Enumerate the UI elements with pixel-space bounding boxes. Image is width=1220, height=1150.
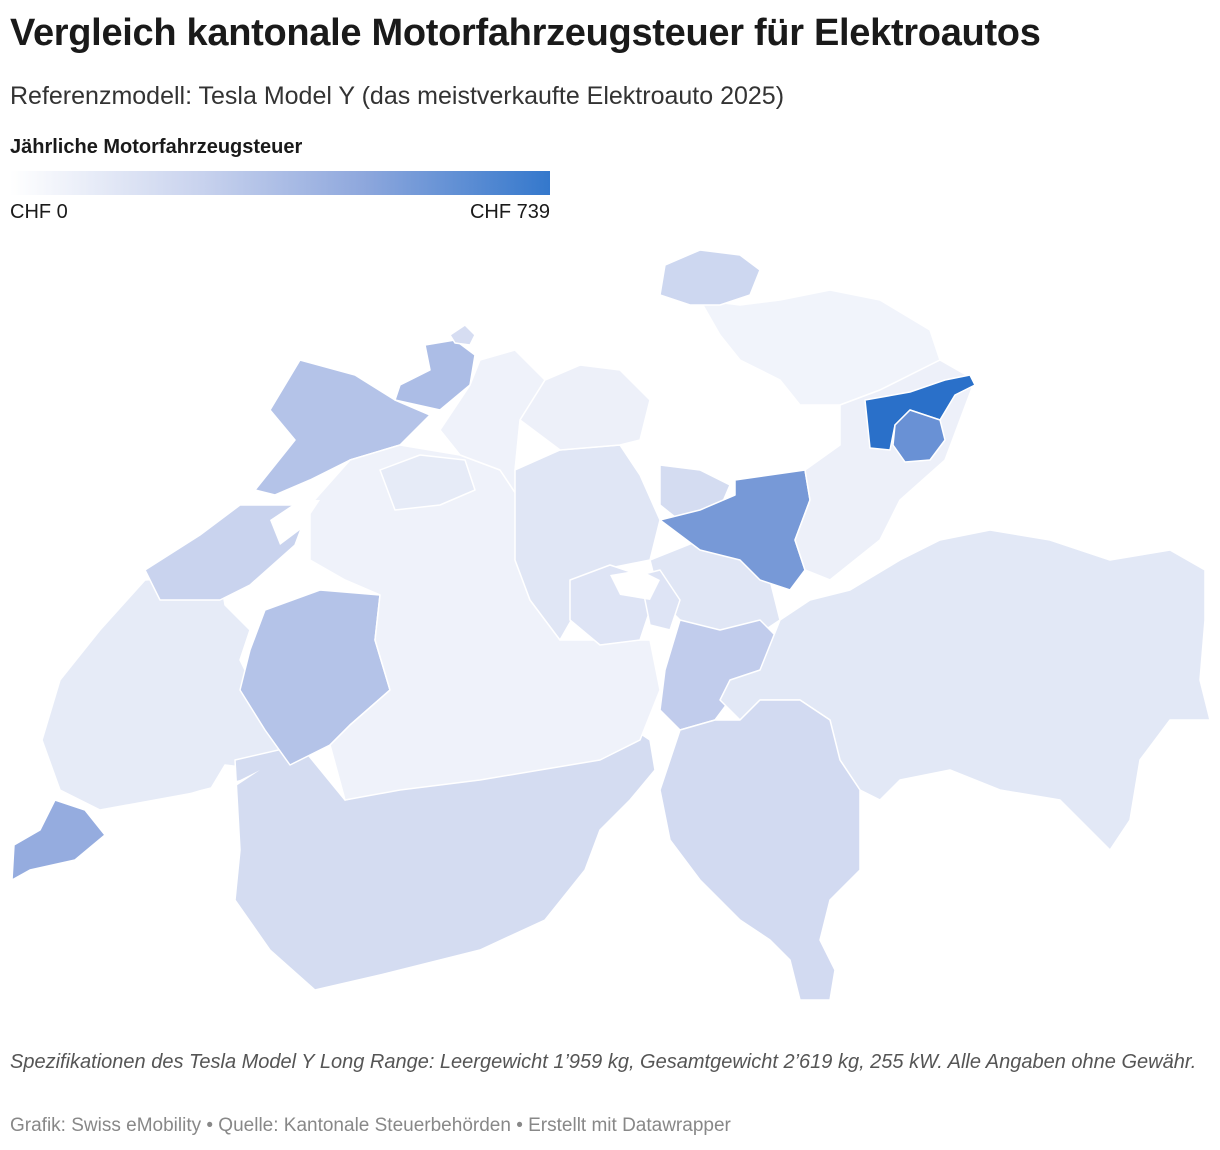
footnote: Spezifikationen des Tesla Model Y Long R… [10,1051,1197,1073]
region[interactable] [864,374,976,451]
chart-title: Vergleich kantonale Motorfahrzeugsteuer … [10,12,1041,54]
switzerland-map [11,249,1211,1001]
region[interactable] [519,364,651,451]
chart-subtitle: Referenzmodell: Tesla Model Y (das meist… [10,82,785,110]
lake [270,500,320,545]
legend-min-label: CHF 0 [10,201,68,223]
region[interactable] [11,799,106,881]
region[interactable] [659,699,861,1001]
region[interactable] [892,409,946,463]
region[interactable] [254,359,431,496]
source-credit: Grafik: Swiss eMobility • Quelle: Kanton… [10,1115,731,1136]
legend-max-label: CHF 739 [469,201,550,223]
lake [105,770,260,830]
region[interactable] [659,249,761,306]
region[interactable] [144,504,311,601]
region[interactable] [379,454,476,511]
legend-color-scale [10,171,550,195]
region[interactable] [449,324,476,346]
legend-title: Jährliche Motorfahrzeugsteuer [10,136,303,158]
lake [610,570,660,600]
